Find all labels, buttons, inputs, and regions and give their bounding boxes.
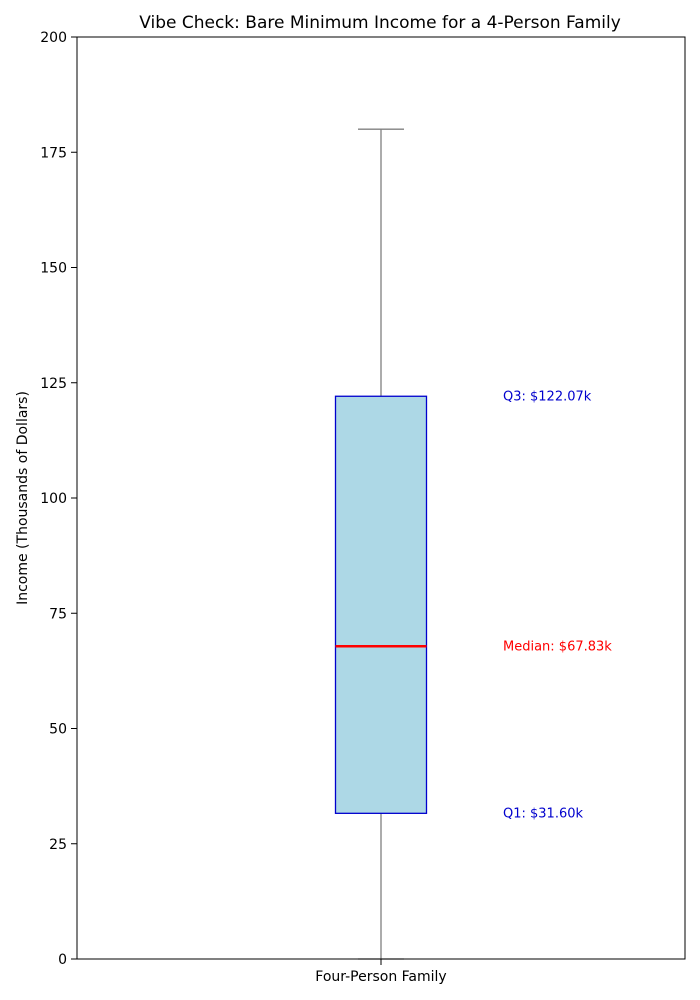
iqr-box	[334, 395, 428, 814]
median-annotation: Median: $67.83k	[503, 639, 612, 654]
y-tick-label: 25	[49, 837, 67, 853]
y-tick-label: 150	[40, 261, 67, 277]
y-tick-label: 125	[40, 376, 67, 392]
q1-annotation: Q1: $31.60k	[503, 806, 584, 821]
x-tick-label: Four-Person Family	[315, 969, 446, 985]
y-tick-label: 75	[49, 606, 67, 622]
y-tick-label: 100	[40, 491, 67, 507]
y-axis-label: Income (Thousands of Dollars)	[15, 391, 31, 605]
y-tick-label: 0	[58, 952, 67, 968]
y-tick-label: 50	[49, 722, 67, 738]
y-tick-label: 200	[40, 30, 67, 46]
chart-title: Vibe Check: Bare Minimum Income for a 4-…	[139, 13, 621, 33]
y-axis-ticks: 0 25 50 75 100 125 150 175 200	[40, 30, 77, 968]
q3-annotation: Q3: $122.07k	[503, 389, 592, 404]
y-tick-label: 175	[40, 145, 67, 161]
